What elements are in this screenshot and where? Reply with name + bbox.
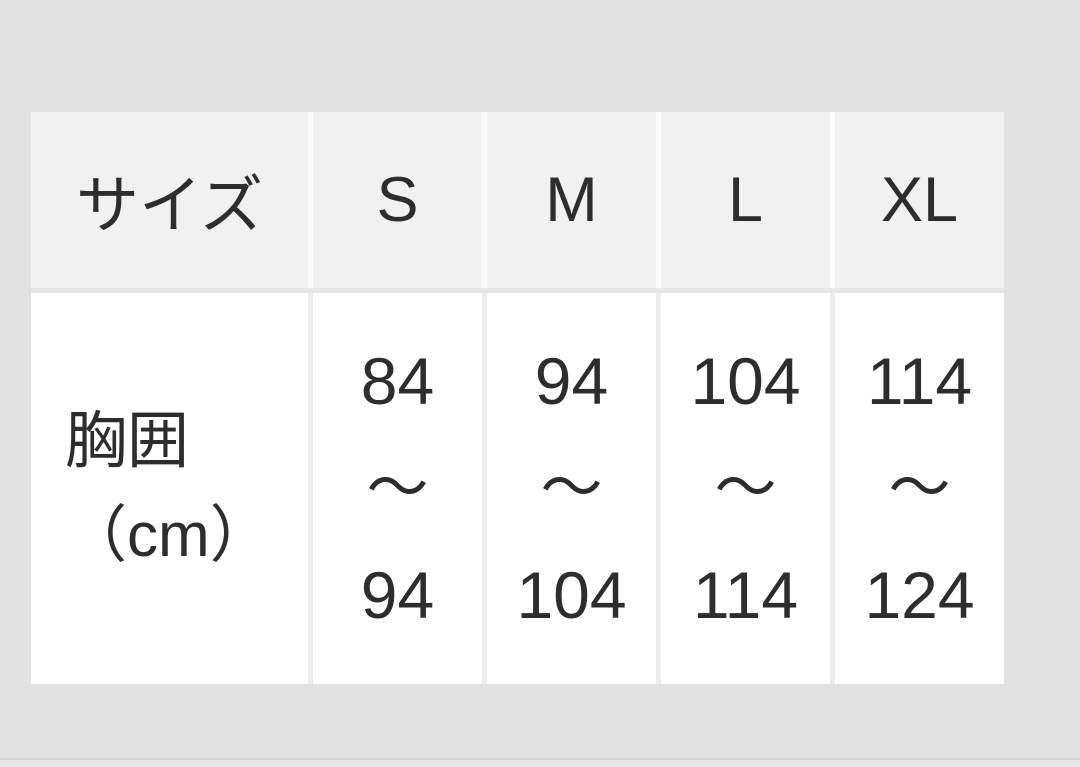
size-chart-header-row: サイズ S M L XL	[31, 112, 1004, 288]
size-label-text: サイズ	[75, 170, 264, 241]
header-cell-size-label: サイズ	[31, 112, 308, 288]
tilde-separator: 〜	[888, 454, 951, 523]
size-chart-table: サイズ S M L XL 胸囲 （cm） 84 〜	[31, 112, 1004, 684]
size-l-text: L	[727, 165, 764, 235]
header-cell-s: S	[313, 112, 482, 288]
header-cell-xl: XL	[835, 112, 1004, 288]
header-cell-l: L	[661, 112, 830, 288]
chest-l-min: 104	[690, 344, 801, 418]
size-xl-text: XL	[880, 165, 959, 235]
chest-m-min: 94	[534, 344, 609, 418]
chest-xl-min: 114	[866, 344, 973, 418]
header-cell-m: M	[487, 112, 656, 288]
chest-s-min: 84	[360, 344, 435, 418]
chest-m-max: 104	[516, 558, 627, 632]
tilde-separator: 〜	[366, 454, 429, 523]
tilde-separator: 〜	[714, 454, 777, 523]
row-label-cell-chest: 胸囲 （cm）	[31, 293, 308, 684]
chest-value-cell-xl: 114 〜 124	[835, 293, 1004, 684]
bottom-edge-divider	[0, 758, 1080, 767]
chest-row: 胸囲 （cm） 84 〜 94 94 〜 104 104 〜 114 114 〜	[31, 293, 1004, 684]
size-m-text: M	[545, 165, 598, 235]
chest-value-cell-l: 104 〜 114	[661, 293, 830, 684]
size-s-text: S	[376, 165, 419, 235]
chest-xl-max: 124	[864, 558, 975, 632]
chest-label-line1: 胸囲	[65, 406, 190, 476]
tilde-separator: 〜	[540, 454, 603, 523]
chest-l-max: 114	[692, 558, 799, 632]
chest-value-cell-s: 84 〜 94	[313, 293, 482, 684]
chest-label-line2: （cm）	[65, 500, 272, 570]
chest-value-cell-m: 94 〜 104	[487, 293, 656, 684]
chest-s-max: 94	[360, 558, 435, 632]
